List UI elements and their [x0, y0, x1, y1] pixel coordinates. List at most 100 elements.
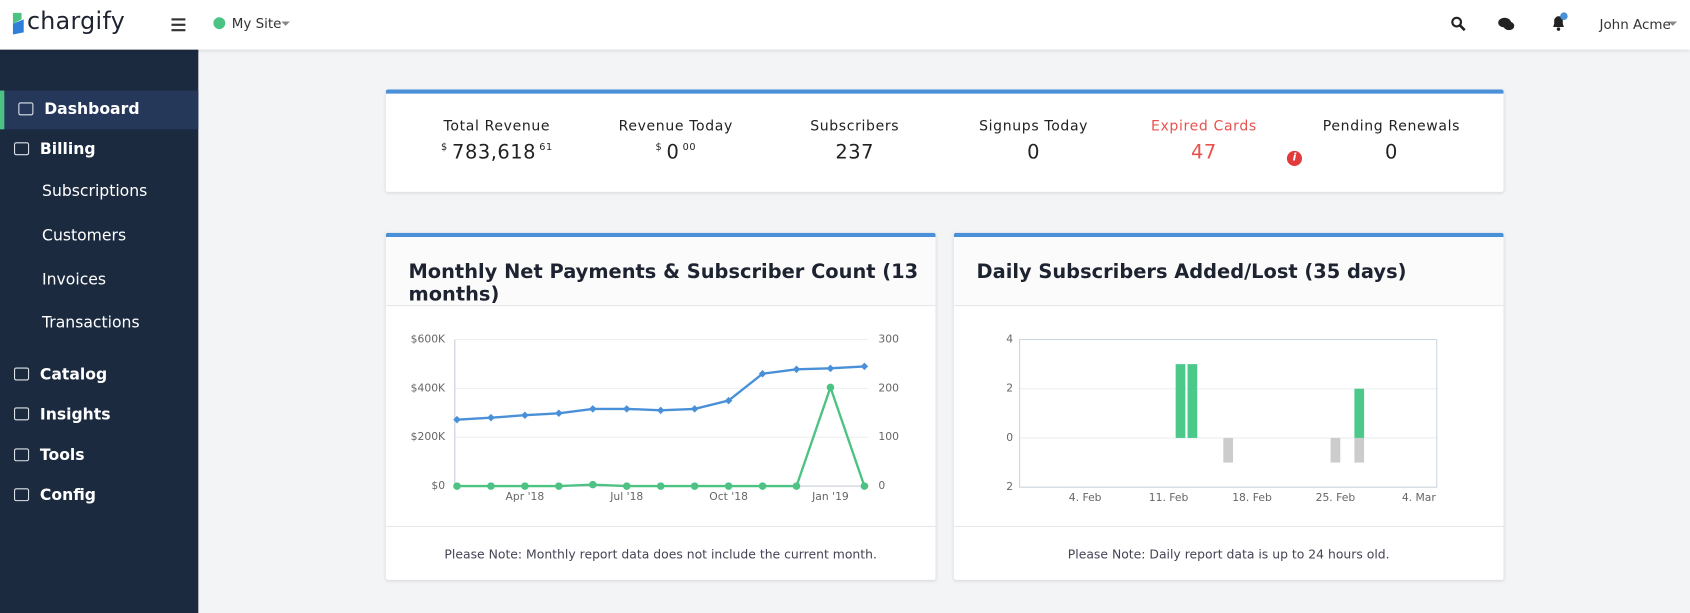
nav-item[interactable]: Subscriptions: [0, 172, 198, 211]
point: [487, 482, 495, 490]
stat-value: 0: [666, 141, 680, 164]
chart-note: Please Note: Monthly report data does no…: [385, 525, 936, 581]
cents: 61: [539, 142, 553, 154]
user-menu[interactable]: John Acme: [1599, 16, 1671, 33]
x-tick-label: Oct '18: [709, 490, 748, 503]
nav-item[interactable]: Insights: [0, 396, 198, 435]
bar: [1187, 364, 1198, 438]
point: [487, 413, 495, 422]
y2-tick-label: 0: [878, 479, 885, 492]
stat-label: Subscribers: [810, 118, 900, 135]
x-tick-label: 25. Feb: [1316, 491, 1356, 504]
stat-value-row: $0 00: [584, 141, 767, 164]
y2-tick-label: 100: [878, 430, 899, 443]
nav-item[interactable]: Billing: [0, 130, 198, 169]
point: [860, 362, 869, 371]
nav-icon: [18, 102, 34, 116]
point: [656, 406, 665, 415]
point: [656, 482, 665, 490]
stat-value: 0: [1385, 141, 1398, 164]
sidebar: Dashboard Billing Subscriptions Customers In…: [0, 49, 199, 613]
point: [521, 411, 529, 420]
nav-item[interactable]: Catalog: [0, 356, 198, 395]
logo[interactable]: chargify: [26, 8, 126, 36]
nav-item[interactable]: Transactions: [0, 304, 198, 343]
bar: [1330, 437, 1341, 463]
x-tick-label: 4. Mar: [1402, 491, 1437, 504]
point: [453, 415, 461, 424]
stat-value-row: 237: [763, 141, 946, 164]
y-tick-label: 2: [1006, 480, 1013, 493]
bar: [1175, 364, 1186, 438]
y2-tick-label: 300: [878, 333, 899, 346]
stats-card: Total Revenue $783,618 61 Revenue Today $0 00…: [385, 89, 1504, 192]
point: [826, 364, 835, 373]
point: [792, 482, 801, 490]
point: [453, 482, 461, 490]
menu-toggle[interactable]: [171, 17, 186, 32]
nav-item[interactable]: Dashboard: [0, 90, 199, 130]
stat-value: 783,618: [452, 141, 537, 164]
nav-label: Config: [39, 487, 96, 505]
y2-tick-label: 200: [878, 381, 899, 394]
bar: [1223, 437, 1234, 463]
y-tick-label: $0: [431, 479, 445, 492]
nav-icon: [14, 488, 30, 502]
currency: $: [441, 142, 448, 154]
stat-value-row: 0: [1300, 141, 1483, 164]
notifications-icon[interactable]: [1551, 12, 1568, 31]
chart-title: Daily Subscribers Added/Lost (35 days): [976, 260, 1407, 284]
card-header: [953, 237, 1504, 307]
card-header: [385, 237, 936, 307]
stat-value-row: $783,618 61: [405, 141, 588, 164]
x-tick-label: 4. Feb: [1069, 491, 1102, 504]
cents: 00: [682, 142, 697, 154]
nav-item[interactable]: Customers: [0, 217, 198, 256]
y-tick-label: 4: [1006, 333, 1013, 346]
chart-title: Monthly Net Payments & Subscriber Count …: [408, 260, 919, 307]
search-icon[interactable]: [1451, 16, 1466, 32]
y-tick-label: 0: [1006, 431, 1013, 444]
point: [690, 405, 699, 413]
nav-label: Tools: [39, 447, 85, 465]
y-tick-label: $600K: [411, 333, 446, 346]
point: [589, 480, 597, 489]
point: [758, 369, 767, 378]
point: [792, 365, 801, 374]
bar: [1354, 388, 1365, 438]
top-bar: chargify My Site John Acme: [0, 0, 1690, 50]
x-tick-label: Apr '18: [506, 490, 545, 503]
point: [724, 396, 733, 405]
caret: [281, 21, 290, 26]
nav-icon: [14, 448, 30, 462]
x-tick-label: Jan '19: [811, 490, 849, 503]
nav-item[interactable]: Tools: [0, 437, 198, 476]
chart-card: Daily Subscribers Added/Lost (35 days) P…: [953, 232, 1504, 580]
stat-label: Signups Today: [979, 118, 1089, 135]
plot-border: [1019, 338, 1438, 488]
chart-card: Monthly Net Payments & Subscriber Count …: [385, 232, 936, 581]
y-tick-label: $200K: [411, 430, 446, 443]
nav-item[interactable]: Invoices: [0, 261, 198, 300]
x-tick-label: 18. Feb: [1232, 491, 1272, 504]
logo-icon: [12, 12, 24, 35]
site-selector[interactable]: My Site: [231, 15, 282, 32]
point: [521, 482, 529, 490]
nav-label: Insights: [39, 406, 111, 424]
point: [555, 482, 563, 490]
stat-value-row: 0: [942, 141, 1125, 164]
stat-value: 0: [1027, 141, 1041, 164]
point: [622, 405, 631, 413]
chat-icon[interactable]: [1498, 17, 1515, 31]
nav-label: Transactions: [42, 314, 140, 332]
stat-label: Expired Cards: [1150, 118, 1257, 135]
stat-label: Revenue Today: [618, 118, 733, 135]
nav-item[interactable]: Config: [0, 476, 198, 515]
y-tick-label: $400K: [411, 381, 446, 394]
point: [860, 482, 869, 490]
nav-icon: [14, 367, 30, 381]
point: [622, 482, 631, 490]
nav-label: Catalog: [39, 366, 108, 384]
